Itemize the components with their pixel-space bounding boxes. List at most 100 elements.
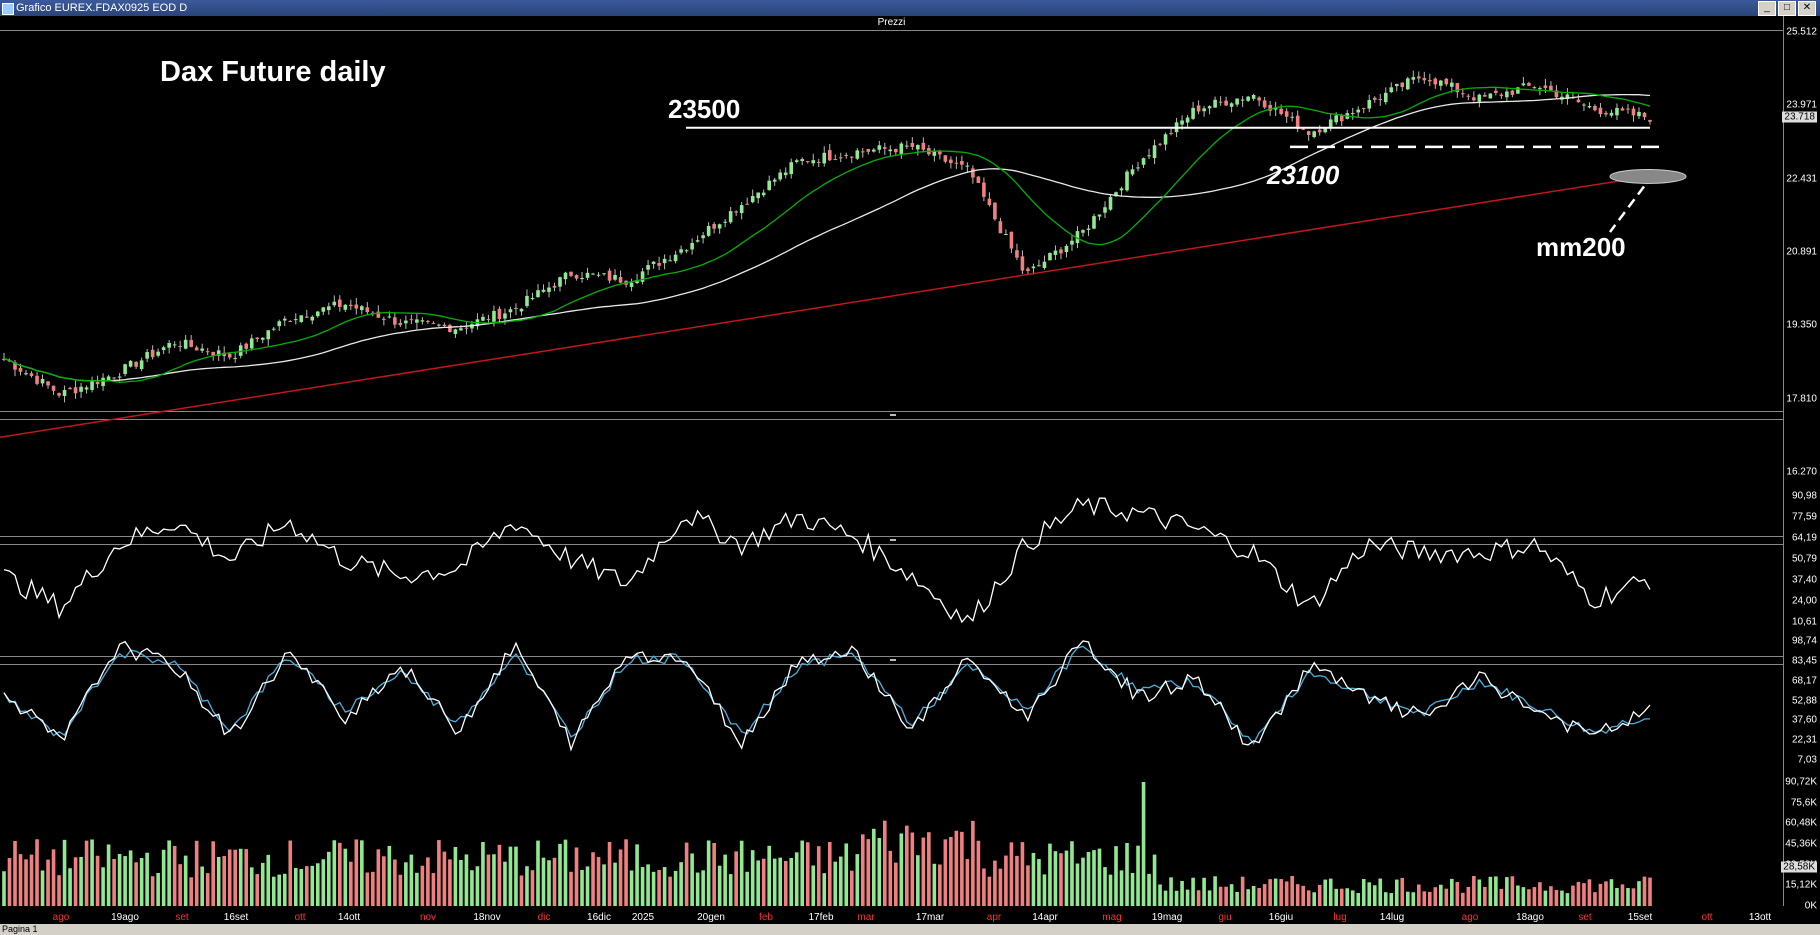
candle	[800, 159, 805, 162]
candle	[1141, 158, 1146, 165]
volume-bar	[481, 842, 485, 906]
volume-bar	[315, 863, 320, 906]
volume-bar	[1593, 892, 1597, 906]
chart-canvas[interactable]	[0, 0, 1783, 935]
date-label: set	[175, 912, 189, 923]
candle	[1334, 115, 1339, 123]
candle	[960, 161, 964, 165]
panel-divider[interactable]	[0, 656, 1783, 665]
candle	[1196, 105, 1201, 112]
volume-bar	[24, 859, 28, 906]
volume-bar	[938, 864, 942, 906]
candle	[618, 277, 623, 283]
candle	[1092, 216, 1096, 229]
axis-tick: 20.891	[1786, 246, 1817, 258]
candle	[1499, 94, 1504, 97]
volume-bar	[1301, 885, 1305, 906]
volume-bar	[822, 873, 827, 906]
volume-bar	[624, 839, 628, 906]
candle	[101, 377, 105, 387]
candle	[838, 157, 843, 159]
panel-divider[interactable]	[0, 411, 1783, 420]
volume-bar	[1378, 878, 1383, 906]
volume-bar	[1042, 874, 1047, 906]
panel-divider[interactable]	[0, 536, 1783, 545]
volume-bar	[1560, 890, 1564, 906]
candle	[1064, 245, 1069, 253]
minimize-button[interactable]: _	[1758, 1, 1776, 16]
candle	[514, 307, 518, 309]
candle	[238, 345, 243, 356]
maximize-button[interactable]: □	[1778, 1, 1796, 16]
ma200-line	[0, 173, 1661, 438]
volume-bar	[1461, 892, 1465, 906]
candle	[134, 361, 138, 367]
volume-bar	[150, 876, 155, 906]
candle	[547, 287, 551, 292]
candle	[1587, 105, 1592, 108]
candle	[519, 308, 524, 312]
candle	[1070, 240, 1074, 245]
candle	[871, 149, 876, 152]
volume-bar	[1405, 891, 1410, 906]
volume-bar	[68, 868, 72, 906]
volume-bar	[1169, 877, 1173, 906]
value-axis[interactable]: 25.512 23.971 22.431 20.891 19.350 17.810 16.2…	[1781, 16, 1820, 912]
candle	[1400, 82, 1405, 88]
candle	[635, 280, 639, 284]
candle	[1246, 96, 1250, 101]
candle	[1416, 76, 1421, 79]
candle	[883, 147, 887, 149]
volume-bar	[987, 876, 992, 906]
candle	[1323, 128, 1328, 133]
axis-tick: 16.270	[1786, 466, 1817, 478]
volume-bar	[536, 840, 540, 906]
candle	[1284, 111, 1289, 117]
candle	[1295, 115, 1300, 129]
candle	[1081, 230, 1085, 233]
volume-bar	[618, 849, 623, 906]
date-label: 14lug	[1379, 912, 1405, 923]
volume-bar	[767, 845, 771, 906]
volume-bar	[35, 839, 39, 906]
volume-bar	[426, 857, 430, 906]
date-label: ago	[52, 912, 70, 923]
volume-bar	[1587, 879, 1592, 906]
date-label: 13ott	[1748, 912, 1772, 923]
candle	[1554, 90, 1559, 98]
volume-bar	[1648, 877, 1652, 906]
candle	[332, 301, 337, 306]
volume-bar	[486, 854, 491, 906]
volume-bar	[772, 858, 777, 906]
volume-bar	[1483, 886, 1487, 906]
candle	[1427, 80, 1432, 82]
volume-bar	[1125, 842, 1129, 906]
axis-tick: 25.512	[1786, 26, 1817, 38]
volume-bar	[1284, 881, 1289, 906]
page-tab[interactable]: Pagina 1	[2, 924, 38, 934]
candle	[1527, 83, 1531, 86]
volume-bar	[128, 850, 133, 906]
candle	[1031, 266, 1036, 269]
candle	[1433, 78, 1438, 85]
volume-bar	[1356, 893, 1361, 906]
volume-bar	[277, 874, 282, 906]
volume-bar	[1015, 855, 1019, 906]
volume-bar	[1631, 888, 1636, 906]
close-button[interactable]: ✕	[1798, 1, 1816, 16]
volume-bar	[1064, 850, 1069, 906]
volume-bar	[1598, 883, 1603, 906]
candle	[255, 337, 260, 340]
candle	[349, 304, 353, 307]
candle	[1372, 97, 1377, 100]
volume-bar	[563, 839, 568, 906]
volume-bar	[2, 871, 6, 906]
volume-bar	[1642, 876, 1647, 906]
candle	[106, 376, 111, 381]
axis-tick: 22,31	[1791, 734, 1817, 746]
volume-bar	[673, 870, 678, 906]
candle	[756, 192, 760, 199]
volume-bar	[1450, 878, 1454, 906]
volume-bar	[800, 840, 805, 906]
axis-tick: 24,00	[1791, 595, 1817, 607]
